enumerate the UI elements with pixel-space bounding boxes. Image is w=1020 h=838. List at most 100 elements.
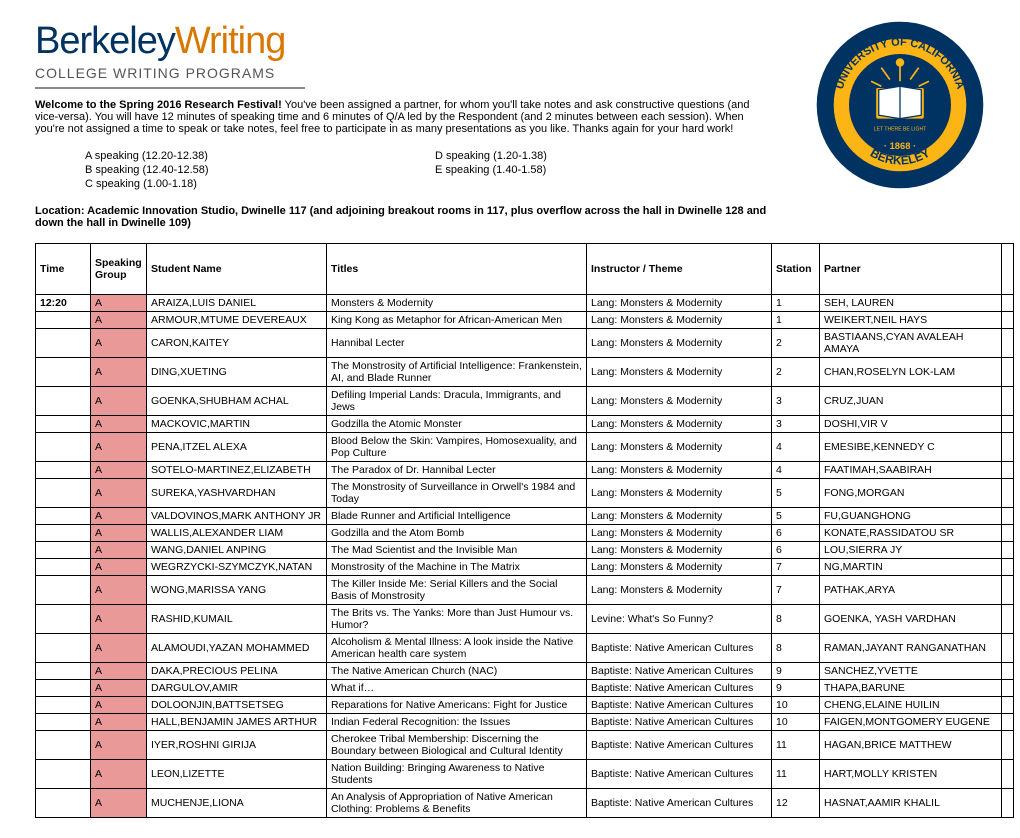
- hd-station: Station: [772, 244, 820, 295]
- svg-text:· 1868 ·: · 1868 ·: [884, 141, 916, 151]
- cell-instructor: Lang: Monsters & Modernity: [587, 525, 772, 542]
- table-row: ARASHID,KUMAILThe Brits vs. The Yanks: M…: [36, 605, 1014, 634]
- cell-partner: PATHAK,ARYA: [820, 576, 1002, 605]
- cell-station: 3: [772, 387, 820, 416]
- cell-partner: HART,MOLLY KRISTEN: [820, 760, 1002, 789]
- cell-time: [36, 760, 91, 789]
- cell-group: A: [91, 680, 147, 697]
- cell-group: A: [91, 358, 147, 387]
- header: BerkeleyWriting COLLEGE WRITING PROGRAMS…: [35, 20, 985, 89]
- cell-student: MACKOVIC,MARTIN: [147, 416, 327, 433]
- location-text: Location: Academic Innovation Studio, Dw…: [35, 205, 775, 229]
- cell-student: DAKA,PRECIOUS PELINA: [147, 663, 327, 680]
- cell-group: A: [91, 312, 147, 329]
- table-row: ADAKA,PRECIOUS PELINAThe Native American…: [36, 663, 1014, 680]
- cell-student: CARON,KAITEY: [147, 329, 327, 358]
- speak-d: D speaking (1.20-1.38): [435, 149, 785, 163]
- table-row: ADOLOONJIN,BATTSETSEGReparations for Nat…: [36, 697, 1014, 714]
- table-row: AVALDOVINOS,MARK ANTHONY JRBlade Runner …: [36, 508, 1014, 525]
- cell-student: WONG,MARISSA YANG: [147, 576, 327, 605]
- cell-partner: CHENG,ELAINE HUILIN: [820, 697, 1002, 714]
- cell-title: Godzilla and the Atom Bomb: [327, 525, 587, 542]
- cell-partner: FONG,MORGAN: [820, 479, 1002, 508]
- cell-student: WEGRZYCKI-SZYMCZYK,NATAN: [147, 559, 327, 576]
- cell-partner: LOU,SIERRA JY: [820, 542, 1002, 559]
- cell-time: [36, 525, 91, 542]
- cell-station: 1: [772, 295, 820, 312]
- cell-instructor: Baptiste: Native American Cultures: [587, 760, 772, 789]
- cell-time: [36, 789, 91, 818]
- svg-text:LET THERE BE LIGHT: LET THERE BE LIGHT: [874, 127, 926, 133]
- cell-group: A: [91, 508, 147, 525]
- cell-station: 6: [772, 525, 820, 542]
- cell-partner: FAATIMAH,SAABIRAH: [820, 462, 1002, 479]
- hd-partner: Partner: [820, 244, 1002, 295]
- cell-student: ALAMOUDI,YAZAN MOHAMMED: [147, 634, 327, 663]
- cell-partner: SEH, LAUREN: [820, 295, 1002, 312]
- table-row: AARMOUR,MTUME DEVEREAUXKing Kong as Meta…: [36, 312, 1014, 329]
- cell-title: The Monstrosity of Artificial Intelligen…: [327, 358, 587, 387]
- table-row: APENA,ITZEL ALEXABlood Below the Skin: V…: [36, 433, 1014, 462]
- cell-station: 9: [772, 680, 820, 697]
- cell-group: A: [91, 416, 147, 433]
- cell-time: [36, 479, 91, 508]
- cell-title: The Native American Church (NAC): [327, 663, 587, 680]
- cell-group: A: [91, 295, 147, 312]
- speak-a: A speaking (12.20-12.38): [85, 149, 435, 163]
- table-row: AMUCHENJE,LIONAAn Analysis of Appropriat…: [36, 789, 1014, 818]
- table-row: AWANG,DANIEL ANPINGThe Mad Scientist and…: [36, 542, 1014, 559]
- table-row: AWALLIS,ALEXANDER LIAMGodzilla and the A…: [36, 525, 1014, 542]
- cell-group: A: [91, 714, 147, 731]
- cell-instructor: Lang: Monsters & Modernity: [587, 416, 772, 433]
- cell-time: [36, 634, 91, 663]
- cell-instructor: Lang: Monsters & Modernity: [587, 312, 772, 329]
- cell-time: [36, 462, 91, 479]
- cell-partner: FAIGEN,MONTGOMERY EUGENE: [820, 714, 1002, 731]
- table-row: AIYER,ROSHNI GIRIJACherokee Tribal Membe…: [36, 731, 1014, 760]
- hd-titles: Titles: [327, 244, 587, 295]
- cell-group: A: [91, 559, 147, 576]
- cell-instructor: Lang: Monsters & Modernity: [587, 387, 772, 416]
- cell-time: [36, 329, 91, 358]
- cell-station: 5: [772, 508, 820, 525]
- cell-group: A: [91, 542, 147, 559]
- table-row: AWEGRZYCKI-SZYMCZYK,NATANMonstrosity of …: [36, 559, 1014, 576]
- cell-group: A: [91, 433, 147, 462]
- cell-student: GOENKA,SHUBHAM ACHAL: [147, 387, 327, 416]
- cell-title: Indian Federal Recognition: the Issues: [327, 714, 587, 731]
- cell-station: 2: [772, 329, 820, 358]
- intro-paragraph: Welcome to the Spring 2016 Research Fest…: [35, 99, 775, 135]
- cell-time: [36, 559, 91, 576]
- cell-title: The Paradox of Dr. Hannibal Lecter: [327, 462, 587, 479]
- cell-title: Reparations for Native Americans: Fight …: [327, 697, 587, 714]
- logo-divider: [35, 87, 305, 89]
- hd-name: Student Name: [147, 244, 327, 295]
- speak-e: E speaking (1.40-1.58): [435, 163, 785, 177]
- cell-title: The Monstrosity of Surveillance in Orwel…: [327, 479, 587, 508]
- cell-instructor: Baptiste: Native American Cultures: [587, 697, 772, 714]
- cell-instructor: Levine: What's So Funny?: [587, 605, 772, 634]
- logo-word-2: Writing: [175, 20, 286, 62]
- cell-time: [36, 358, 91, 387]
- table-row: AHALL,BENJAMIN JAMES ARTHURIndian Federa…: [36, 714, 1014, 731]
- cell-time: [36, 312, 91, 329]
- cell-station: 7: [772, 576, 820, 605]
- cell-student: ARAIZA,LUIS DANIEL: [147, 295, 327, 312]
- cell-time: [36, 576, 91, 605]
- cell-station: 4: [772, 433, 820, 462]
- cell-instructor: Baptiste: Native American Cultures: [587, 663, 772, 680]
- cell-time: [36, 433, 91, 462]
- cell-group: A: [91, 525, 147, 542]
- cell-instructor: Lang: Monsters & Modernity: [587, 479, 772, 508]
- cell-title: Defiling Imperial Lands: Dracula, Immigr…: [327, 387, 587, 416]
- cell-instructor: Lang: Monsters & Modernity: [587, 329, 772, 358]
- cell-instructor: Lang: Monsters & Modernity: [587, 542, 772, 559]
- cell-partner: FU,GUANGHONG: [820, 508, 1002, 525]
- cell-title: Godzilla the Atomic Monster: [327, 416, 587, 433]
- intro-bold: Welcome to the Spring 2016 Research Fest…: [35, 99, 282, 111]
- cell-time: [36, 663, 91, 680]
- cell-time: 12:20: [36, 295, 91, 312]
- cell-instructor: Baptiste: Native American Cultures: [587, 731, 772, 760]
- cell-partner: GOENKA, YASH VARDHAN: [820, 605, 1002, 634]
- cell-group: A: [91, 663, 147, 680]
